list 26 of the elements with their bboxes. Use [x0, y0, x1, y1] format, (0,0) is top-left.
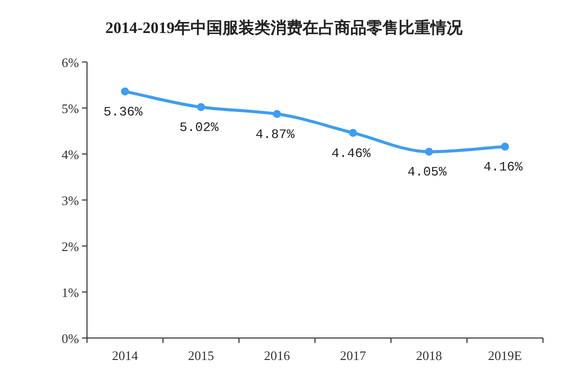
point [273, 110, 281, 118]
data-label: 4.05% [407, 164, 447, 180]
data-label: 5.02% [179, 120, 219, 136]
y-tick-label: 6% [62, 55, 80, 70]
y-tick-label: 1% [62, 285, 80, 300]
data-label: 4.46% [331, 146, 371, 161]
y-tick-label: 5% [62, 101, 80, 116]
data-label: 4.87% [255, 126, 295, 142]
x-tick-label: 2016 [264, 348, 290, 363]
point [501, 142, 509, 151]
x-tick-label: 2015 [188, 348, 214, 363]
x-tick-label: 2014 [112, 348, 138, 363]
x-tick-label: 2018 [416, 348, 442, 363]
y-tick-label: 2% [62, 239, 80, 254]
chart-title: 2014-2019年中国服装类消费在占商品零售比重情况 [105, 19, 464, 37]
point [197, 103, 205, 112]
point [121, 87, 129, 96]
point [349, 128, 357, 137]
y-tick-label: 3% [62, 193, 80, 208]
x-tick-label: 2019E [488, 348, 522, 363]
y-tick-label: 4% [62, 147, 80, 162]
x-tick-label: 2017 [340, 348, 366, 363]
point [425, 148, 433, 156]
data-label: 4.16% [483, 160, 523, 175]
data-label: 5.36% [103, 104, 143, 120]
y-tick-label: 0% [62, 331, 80, 346]
